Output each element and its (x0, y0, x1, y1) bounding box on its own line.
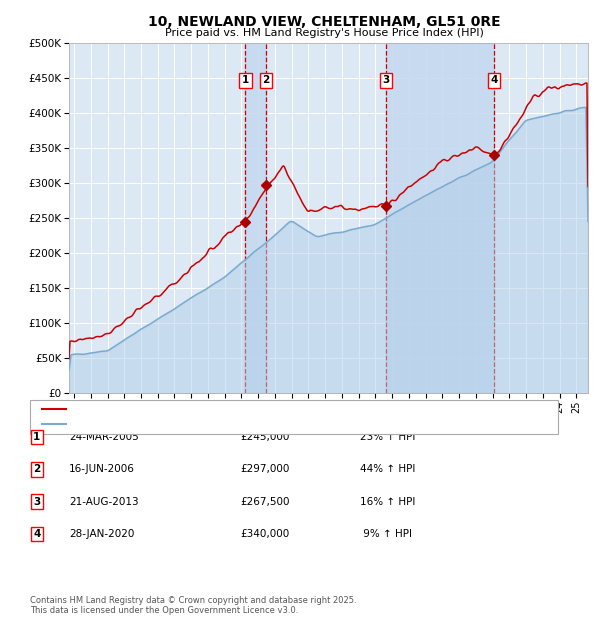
Text: 16% ↑ HPI: 16% ↑ HPI (360, 497, 415, 507)
Text: Price paid vs. HM Land Registry's House Price Index (HPI): Price paid vs. HM Land Registry's House … (164, 28, 484, 38)
Text: £267,500: £267,500 (240, 497, 290, 507)
Text: 1: 1 (242, 75, 249, 85)
Text: 28-JAN-2020: 28-JAN-2020 (69, 529, 134, 539)
Text: 24-MAR-2005: 24-MAR-2005 (69, 432, 139, 442)
Text: Contains HM Land Registry data © Crown copyright and database right 2025.
This d: Contains HM Land Registry data © Crown c… (30, 596, 356, 615)
Text: 3: 3 (33, 497, 40, 507)
Bar (245, 43, 266, 393)
Text: 21-AUG-2013: 21-AUG-2013 (69, 497, 139, 507)
Text: £297,000: £297,000 (240, 464, 289, 474)
Text: 16-JUN-2006: 16-JUN-2006 (69, 464, 135, 474)
Text: 10, NEWLAND VIEW, CHELTENHAM, GL51 0RE: 10, NEWLAND VIEW, CHELTENHAM, GL51 0RE (148, 16, 500, 30)
Text: 9% ↑ HPI: 9% ↑ HPI (360, 529, 412, 539)
Text: £340,000: £340,000 (240, 529, 289, 539)
Text: 10, NEWLAND VIEW, CHELTENHAM, GL51 0RE (semi-detached house): 10, NEWLAND VIEW, CHELTENHAM, GL51 0RE (… (72, 404, 412, 414)
Text: 4: 4 (490, 75, 497, 85)
Bar (386, 43, 494, 393)
Text: 1: 1 (33, 432, 40, 442)
Text: £245,000: £245,000 (240, 432, 289, 442)
Text: 4: 4 (33, 529, 40, 539)
Text: 2: 2 (262, 75, 269, 85)
Text: HPI: Average price, semi-detached house, Cheltenham: HPI: Average price, semi-detached house,… (72, 420, 340, 430)
Text: 3: 3 (382, 75, 390, 85)
Text: 23% ↑ HPI: 23% ↑ HPI (360, 432, 415, 442)
Text: 44% ↑ HPI: 44% ↑ HPI (360, 464, 415, 474)
Text: 2: 2 (33, 464, 40, 474)
